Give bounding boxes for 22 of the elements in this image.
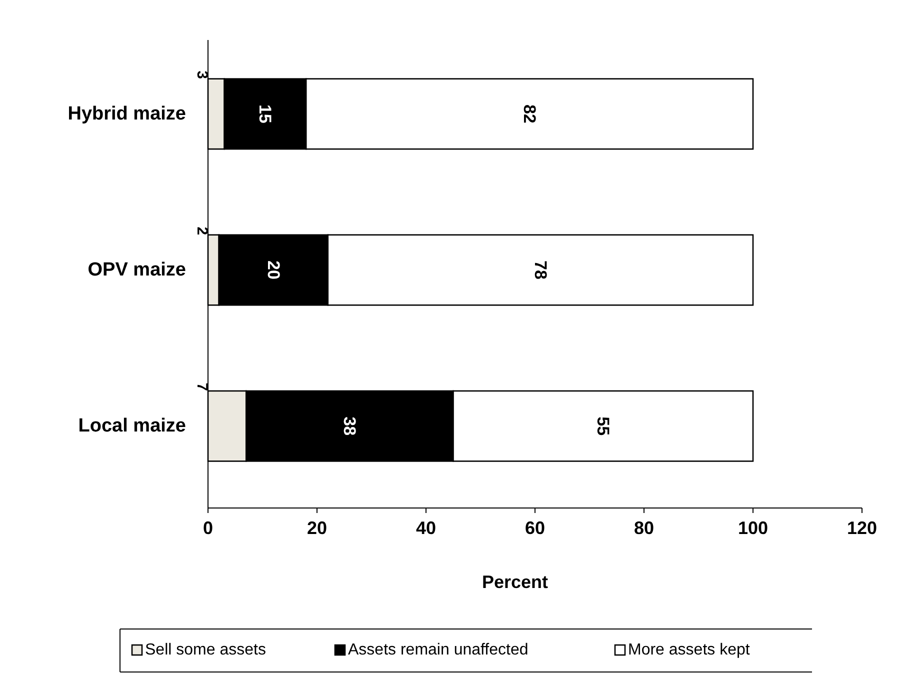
x-tick-label: 80: [634, 518, 654, 538]
x-tick-label: 0: [202, 518, 214, 538]
y-tick-label: Hybrid maize: [68, 103, 186, 124]
data-label: 3: [194, 70, 210, 79]
x-tick-label: 100: [738, 518, 768, 538]
legend-label: More assets kept: [628, 642, 750, 658]
data-label: 78: [530, 260, 550, 280]
x-axis-title: Percent: [482, 572, 548, 592]
legend-label: Sell some assets: [145, 642, 266, 658]
x-tick-label: 20: [306, 518, 328, 538]
data-label: 82: [520, 104, 540, 124]
data-label: 2: [194, 226, 210, 236]
data-label: 55: [594, 416, 613, 436]
data-label: 15: [256, 104, 275, 124]
y-tick-label: OPV maize: [88, 260, 186, 280]
data-label: 38: [340, 416, 360, 436]
x-tick-label: 40: [416, 518, 436, 538]
data-label: 20: [264, 260, 283, 280]
legend-label: Assets remain unaffected: [348, 642, 528, 658]
x-tick-label: 120: [846, 518, 878, 538]
x-tick-label: 60: [524, 518, 546, 538]
y-tick-label: Local maize: [78, 416, 186, 437]
